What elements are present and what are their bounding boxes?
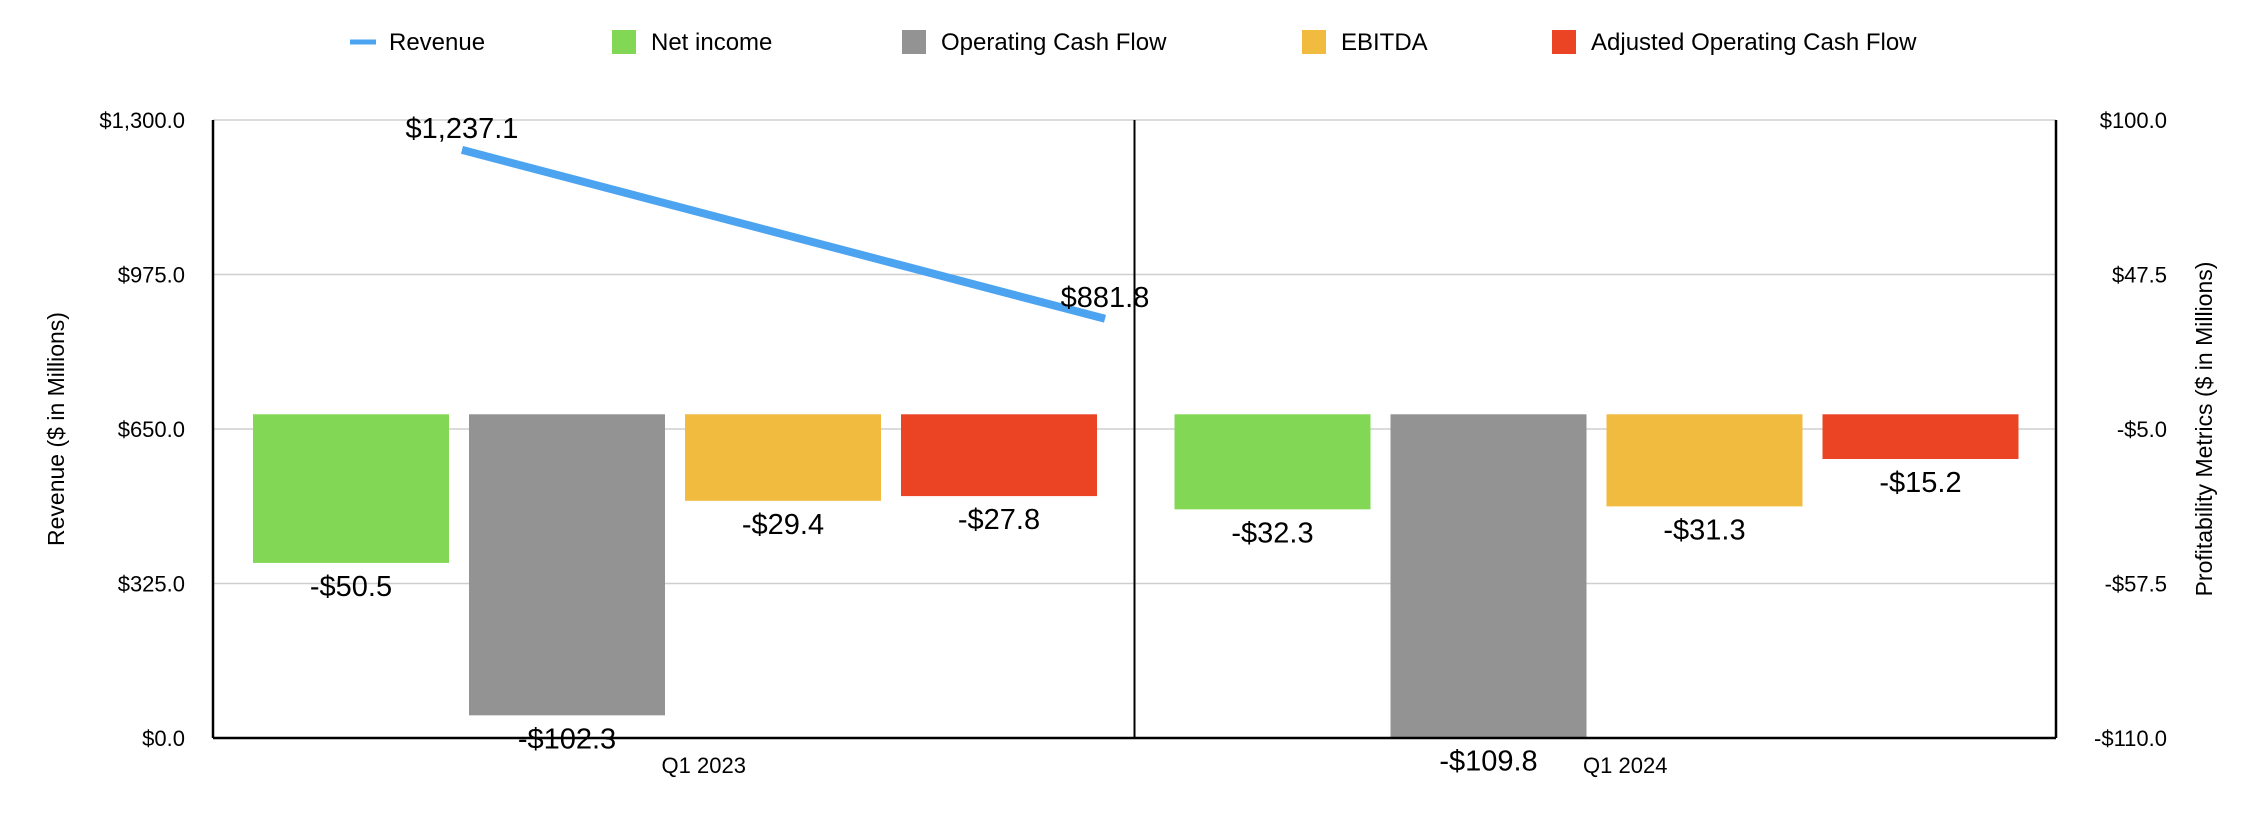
legend-swatch-operating-cash-flow bbox=[902, 30, 926, 54]
revenue-line bbox=[460, 146, 1107, 323]
bar-operating-cash-flow-q1-2023 bbox=[469, 414, 665, 716]
legend-label-adjusted-operating-cash-flow: Adjusted Operating Cash Flow bbox=[1591, 29, 1917, 56]
data-labels: -$50.5 -$102.3 -$29.4 -$27.8 -$32.3 -$109.8 -$… bbox=[310, 113, 1962, 778]
left-tick-label: $1,300.0 bbox=[99, 108, 185, 133]
data-label-adjusted-operating-cash-flow-q1-2023: -$27.8 bbox=[958, 504, 1040, 536]
legend-label-ebitda: EBITDA bbox=[1341, 29, 1428, 56]
left-tick-label: $0.0 bbox=[142, 726, 185, 751]
tick-labels: Q1 2023 Q1 2024 $0.0 $325.0 $650.0 $975.0 $1,3… bbox=[99, 108, 2167, 778]
legend-swatch-net-income bbox=[612, 30, 636, 54]
bar-net-income-q1-2023 bbox=[253, 414, 449, 563]
right-tick-label: -$57.5 bbox=[2105, 572, 2167, 597]
bar-net-income-q1-2024 bbox=[1174, 414, 1371, 510]
bar-adjusted-operating-cash-flow-q1-2023 bbox=[901, 414, 1097, 497]
bar-ebitda-q1-2024 bbox=[1606, 414, 1803, 507]
axis-titles: Revenue ($ in Millions) Profitability Met… bbox=[43, 262, 2217, 597]
right-tick-label: $100.0 bbox=[2100, 108, 2167, 133]
category-label-q1-2023: Q1 2023 bbox=[662, 753, 746, 778]
bar-adjusted-operating-cash-flow-q1-2024 bbox=[1822, 414, 2019, 460]
data-label-operating-cash-flow-q1-2023: -$102.3 bbox=[518, 723, 616, 755]
left-tick-label: $650.0 bbox=[118, 417, 185, 442]
right-tick-label: -$110.0 bbox=[2094, 726, 2167, 751]
left-tick-label: $325.0 bbox=[118, 572, 185, 597]
right-tick-label: -$5.0 bbox=[2117, 417, 2167, 442]
bar-operating-cash-flow-q1-2024 bbox=[1390, 414, 1587, 738]
legend-swatch-ebitda bbox=[1302, 30, 1326, 54]
legend: Revenue Net income Operating Cash Flow EBIT… bbox=[350, 29, 1917, 56]
right-tick-label: $47.5 bbox=[2112, 263, 2167, 288]
data-label-adjusted-operating-cash-flow-q1-2024: -$15.2 bbox=[1879, 467, 1961, 499]
legend-swatch-adjusted-operating-cash-flow bbox=[1552, 30, 1576, 54]
data-label-net-income-q1-2024: -$32.3 bbox=[1231, 517, 1313, 549]
left-tick-label: $975.0 bbox=[118, 263, 185, 288]
data-label-net-income-q1-2023: -$50.5 bbox=[310, 571, 392, 603]
bars bbox=[253, 414, 2019, 738]
revenue-data-label-q1-2023: $1,237.1 bbox=[406, 113, 519, 145]
data-label-ebitda-q1-2024: -$31.3 bbox=[1663, 514, 1745, 546]
axes bbox=[211, 120, 2058, 740]
data-label-ebitda-q1-2023: -$29.4 bbox=[742, 509, 824, 541]
bar-ebitda-q1-2023 bbox=[685, 414, 881, 501]
legend-label-operating-cash-flow: Operating Cash Flow bbox=[941, 29, 1167, 56]
data-label-operating-cash-flow-q1-2024: -$109.8 bbox=[1439, 745, 1537, 777]
legend-label-net-income: Net income bbox=[651, 29, 772, 56]
left-axis-title: Revenue ($ in Millions) bbox=[43, 312, 69, 546]
revenue-data-label-q1-2024: $881.8 bbox=[1061, 282, 1150, 314]
right-axis-title: Profitability Metrics ($ in Millions) bbox=[2191, 262, 2217, 597]
legend-label-revenue: Revenue bbox=[389, 29, 485, 56]
revenue-line-path bbox=[460, 146, 1107, 323]
category-label-q1-2024: Q1 2024 bbox=[1583, 753, 1667, 778]
